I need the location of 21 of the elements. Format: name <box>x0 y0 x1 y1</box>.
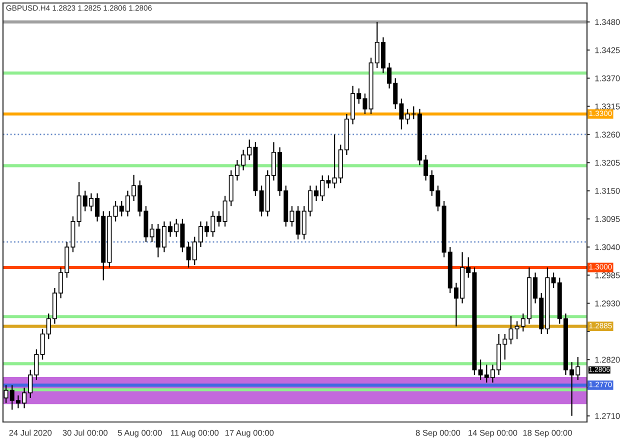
y-tick-label: 1.3370 <box>595 75 620 82</box>
x-tick-label: 11 Aug 00:00 <box>171 430 219 438</box>
y-tick-label: 1.3040 <box>595 244 620 250</box>
y-tick-label: 1.3260 <box>595 132 620 138</box>
y-tick-label: 1.3150 <box>595 188 620 194</box>
y-tick-label: 1.3425 <box>595 47 620 54</box>
x-tick-label: 14 Sep 00:00 <box>468 430 518 438</box>
y-tick-label: 1.3095 <box>595 216 620 222</box>
x-tick-label: 18 Sep 00:00 <box>523 430 572 438</box>
x-tick-label: 17 Aug 00:00 <box>225 430 274 438</box>
y-tick-label: 1.3315 <box>595 104 620 110</box>
y-tick-label: 1.3205 <box>595 160 620 166</box>
x-tick-label: 5 Aug 00:00 <box>118 430 162 438</box>
y-tick-label: 1.2820 <box>595 356 620 363</box>
y-tick-label: 1.2930 <box>595 300 620 306</box>
x-tick-label: 30 Jul 00:00 <box>62 430 108 436</box>
y-tick-label: 1.3480 <box>595 19 620 26</box>
y-tick-label: 1.2985 <box>595 272 620 278</box>
x-tick-label: 24 Jul 2020 <box>9 430 52 436</box>
x-tick-label: 8 Sep 00:00 <box>416 430 460 438</box>
y-tick-label: 1.2710 <box>595 413 620 419</box>
